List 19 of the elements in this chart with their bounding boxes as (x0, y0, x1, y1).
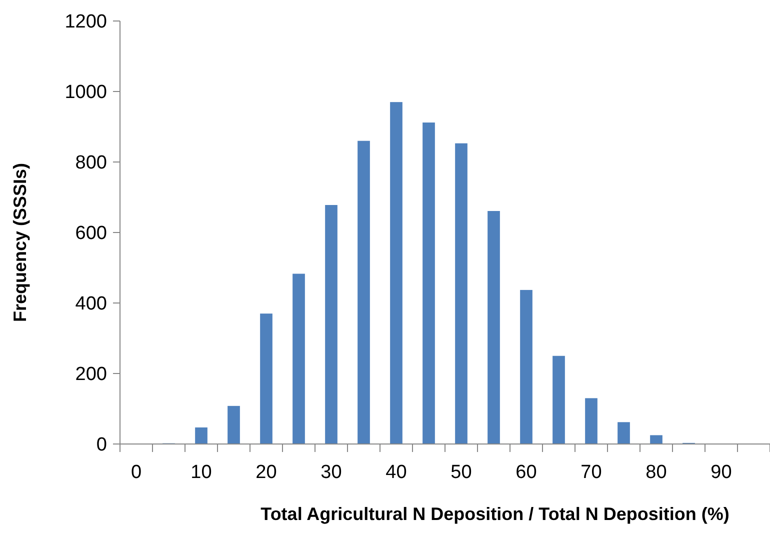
x-tick-label: 0 (130, 462, 142, 483)
y-axis-title: Frequency (SSSIs) (10, 162, 30, 322)
x-tick-label: 30 (320, 462, 342, 483)
x-tick-label: 60 (516, 462, 537, 483)
y-tick-label: 1000 (64, 82, 107, 104)
y-tick-label: 600 (75, 223, 107, 244)
y-tick-label: 800 (75, 152, 107, 174)
y-tick-label: 1200 (64, 12, 107, 33)
x-tick-label: 80 (646, 462, 667, 483)
y-tick-label: 400 (75, 294, 107, 315)
x-tick-label: 70 (580, 462, 602, 483)
x-tick-label: 20 (256, 462, 277, 483)
x-tick-label: 90 (710, 462, 732, 483)
x-tick-label: 10 (190, 462, 212, 483)
x-axis-title: Total Agricultural N Deposition / Total N Deposition (%) (260, 504, 730, 524)
x-tick-label: 40 (386, 462, 407, 483)
y-tick-label: 0 (96, 434, 107, 456)
x-tick-label: 50 (450, 462, 472, 483)
y-tick-label: 200 (75, 364, 107, 386)
